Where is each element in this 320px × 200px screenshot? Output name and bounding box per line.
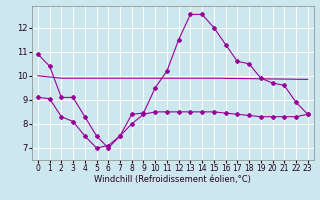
X-axis label: Windchill (Refroidissement éolien,°C): Windchill (Refroidissement éolien,°C) bbox=[94, 175, 251, 184]
